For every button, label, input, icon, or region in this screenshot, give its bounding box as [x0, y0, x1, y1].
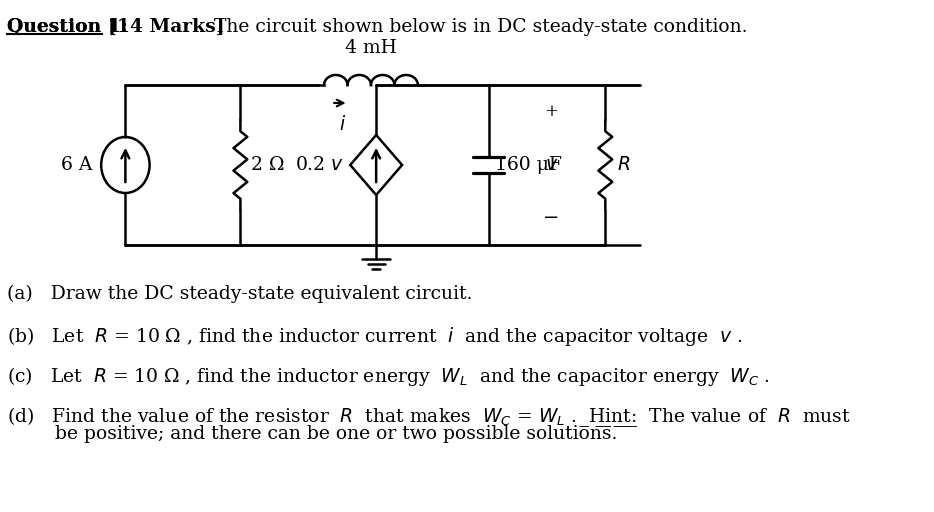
Text: 2 Ω: 2 Ω: [250, 156, 284, 174]
Text: be positive; and there can be one or two possible solutions.: be positive; and there can be one or two…: [7, 425, 617, 443]
Text: 4 mH: 4 mH: [345, 39, 397, 57]
Text: +: +: [545, 103, 559, 120]
Text: 0.2 $v$: 0.2 $v$: [295, 156, 344, 174]
Text: −: −: [543, 209, 559, 227]
Text: [14 Marks]: [14 Marks]: [108, 18, 225, 36]
Text: (a)   Draw the DC steady-state equivalent circuit.: (a) Draw the DC steady-state equivalent …: [7, 285, 473, 303]
Text: The circuit shown below is in DC steady-state condition.: The circuit shown below is in DC steady-…: [215, 18, 748, 36]
Text: Question 1:: Question 1:: [7, 18, 128, 36]
Text: 160 μF: 160 μF: [496, 156, 562, 174]
Text: (c)   Let  $R$ = 10 Ω , find the inductor energy  $W_L$  and the capacitor energ: (c) Let $R$ = 10 Ω , find the inductor e…: [7, 365, 770, 388]
Text: $R$: $R$: [617, 156, 630, 174]
Text: (d)   Find the value of the resistor  $R$  that makes  $W_C$ = $W_L$ .  ̲H̲i̲n̲t: (d) Find the value of the resistor $R$ t…: [7, 405, 851, 429]
Text: $i$: $i$: [339, 115, 346, 134]
Text: (b)   Let  $R$ = 10 Ω , find the inductor current  $i$  and the capacitor voltag: (b) Let $R$ = 10 Ω , find the inductor c…: [7, 325, 743, 348]
Text: 6 A: 6 A: [61, 156, 92, 174]
Text: Question 1:: Question 1:: [7, 18, 128, 36]
Text: $v$: $v$: [545, 156, 558, 174]
